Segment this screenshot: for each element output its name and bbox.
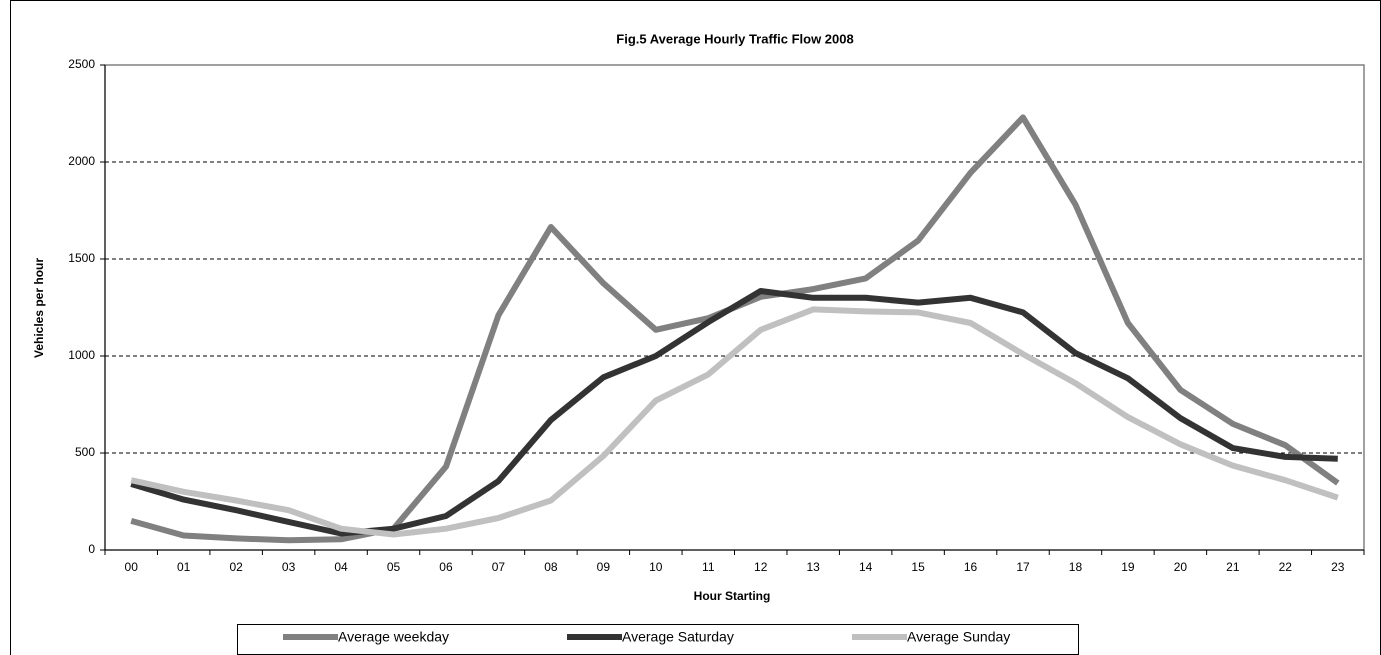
x-tick-label: 06	[439, 560, 453, 574]
x-tick-label: 00	[125, 560, 139, 574]
x-tick-label: 20	[1174, 560, 1188, 574]
x-tick-label: 14	[859, 560, 873, 574]
x-tick-label: 10	[649, 560, 663, 574]
x-tick-label: 11	[702, 560, 715, 574]
legend-label: Average Saturday	[622, 629, 734, 645]
x-tick-label: 12	[754, 560, 768, 574]
x-tick-label: 02	[229, 560, 243, 574]
y-axis-title: Vehicles per hour	[32, 258, 46, 358]
legend-label: Average Sunday	[907, 629, 1010, 645]
x-tick-label: 13	[807, 560, 821, 574]
x-tick-label: 23	[1331, 560, 1345, 574]
x-tick-label: 15	[911, 560, 925, 574]
y-tick-label: 2000	[68, 154, 95, 168]
x-tick-label: 16	[964, 560, 978, 574]
x-tick-label: 01	[177, 560, 191, 574]
x-tick-label: 09	[597, 560, 611, 574]
x-tick-label: 18	[1069, 560, 1083, 574]
x-tick-label: 07	[492, 560, 506, 574]
x-tick-label: 04	[334, 560, 348, 574]
x-tick-label: 22	[1279, 560, 1293, 574]
x-tick-label: 17	[1016, 560, 1030, 574]
x-tick-label: 19	[1121, 560, 1135, 574]
y-tick-label: 500	[75, 445, 95, 459]
series-line	[130, 288, 1338, 537]
x-tick-label: 03	[282, 560, 296, 574]
y-tick-label: 1000	[68, 348, 95, 362]
legend-label: Average weekday	[338, 629, 449, 645]
x-tick-label: 21	[1226, 560, 1240, 574]
y-tick-label: 1500	[68, 251, 95, 265]
y-tick-label: 2500	[68, 57, 95, 71]
chart-title: Fig.5 Average Hourly Traffic Flow 2008	[616, 31, 853, 46]
x-axis-title: Hour Starting	[694, 589, 771, 603]
y-tick-label: 0	[88, 542, 95, 556]
series-line	[130, 306, 1339, 538]
x-tick-label: 08	[544, 560, 558, 574]
x-tick-label: 05	[387, 560, 401, 574]
legend-box	[237, 624, 1079, 655]
